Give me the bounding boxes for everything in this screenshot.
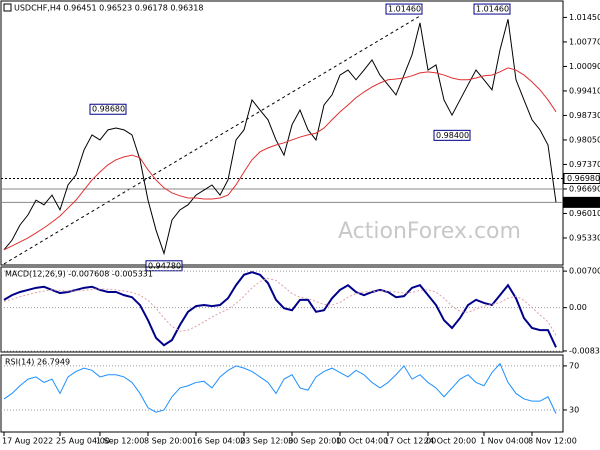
level-label: 0.96318 <box>567 198 600 207</box>
y-tick-label: 0.96010 <box>569 209 600 218</box>
y-tick-label: 0.97370 <box>569 160 600 169</box>
trendline <box>3 15 421 265</box>
annotation-label: 0.98400 <box>436 131 469 140</box>
level-label: 0.96980 <box>567 174 600 183</box>
panel-title: USDCHF,H4 0.96451 0.96523 0.96178 0.9631… <box>14 4 203 13</box>
x-tick-label: 17 Oct 12:00 <box>384 437 436 446</box>
x-tick-label: 10 Oct 04:00 <box>336 437 388 446</box>
series-line <box>3 277 557 336</box>
y-tick-label: 0.98050 <box>569 135 600 144</box>
x-tick-label: 1 Nov 04:00 <box>480 437 529 446</box>
y-tick-label: 0.95330 <box>569 233 600 242</box>
y-tick-label: 0.00 <box>569 303 587 312</box>
x-tick-label: 8 Nov 12:00 <box>528 437 577 446</box>
annotation-label: 0.98680 <box>92 105 125 114</box>
series-line <box>3 362 557 414</box>
series-line <box>3 271 557 348</box>
y-tick-label: 30 <box>569 405 579 414</box>
series-line <box>3 19 557 256</box>
annotation-label: 1.01460 <box>476 5 509 14</box>
level-box <box>563 196 600 208</box>
y-tick-label: 0.007002 <box>569 267 600 276</box>
annotation-label: 1.01460 <box>388 5 421 14</box>
x-tick-label: 8 Sep 20:00 <box>144 437 192 446</box>
level-box <box>563 173 600 185</box>
annotation-box <box>433 129 471 141</box>
panel-frame <box>0 266 564 353</box>
panel-frame <box>0 0 564 266</box>
y-tick-label: -0.008304 <box>569 346 600 355</box>
x-tick-label: 24 Oct 20:00 <box>424 437 476 446</box>
annotation-box <box>473 3 511 15</box>
x-tick-label: 23 Sep 12:00 <box>240 437 293 446</box>
annotation-label: 0.94780 <box>148 261 181 270</box>
panel-title: MACD(12,26,9) -0.007608 -0.005331 <box>5 270 153 279</box>
series-line <box>3 67 557 251</box>
y-tick-label: 1.00090 <box>569 62 600 71</box>
panel-title: RSI(14) 26.7949 <box>5 358 70 367</box>
symbol-icon <box>3 3 12 12</box>
panel-frame <box>0 354 564 433</box>
watermark: ActionForex.com <box>338 219 521 244</box>
annotation-box <box>89 103 127 115</box>
y-tick-label: 0.98730 <box>569 111 600 120</box>
y-tick-label: 0.96690 <box>569 184 600 193</box>
y-tick-label: 1.01450 <box>569 13 600 22</box>
x-tick-label: 1 Sep 12:00 <box>96 437 144 446</box>
y-tick-label: 1.00770 <box>569 37 600 46</box>
y-tick-label: 70 <box>569 361 579 370</box>
annotation-box <box>385 3 423 15</box>
y-tick-label: 0.99410 <box>569 86 600 95</box>
x-tick-label: 30 Sep 20:00 <box>288 437 341 446</box>
x-tick-label: 17 Aug 2022 <box>2 437 53 446</box>
x-tick-label: 16 Sep 04:00 <box>192 437 245 446</box>
x-tick-label: 25 Aug 04:00 <box>56 437 110 446</box>
